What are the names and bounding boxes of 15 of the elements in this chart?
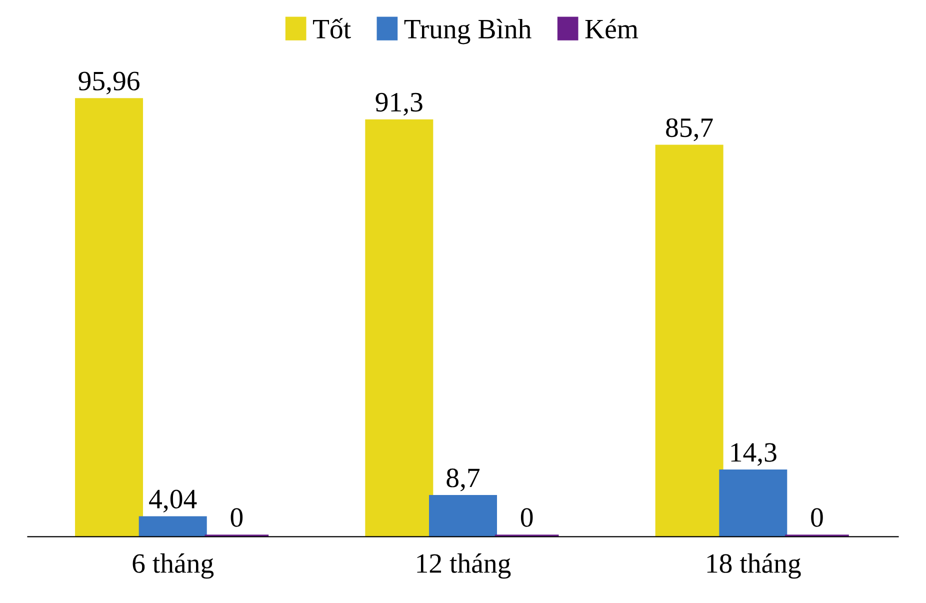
x-tick-label: 18 tháng <box>707 553 801 579</box>
data-label: 85,7 <box>666 118 713 142</box>
data-label: 4,04 <box>149 490 197 512</box>
data-label: 8,7 <box>446 468 480 492</box>
data-label: 0 <box>230 508 243 527</box>
legend-label: Trung Bình <box>404 18 532 44</box>
data-label: 95,96 <box>78 72 140 94</box>
legend-label: Kém <box>585 18 638 39</box>
data-label: 14,3 <box>731 443 776 466</box>
data-label: 0 <box>520 508 533 527</box>
legend-label: Tốt <box>313 18 351 39</box>
data-label: 91,3 <box>376 92 422 116</box>
data-label: 0 <box>811 508 823 527</box>
x-tick-label: 6 tháng <box>132 553 214 579</box>
x-tick-label: 12 tháng <box>417 553 511 579</box>
